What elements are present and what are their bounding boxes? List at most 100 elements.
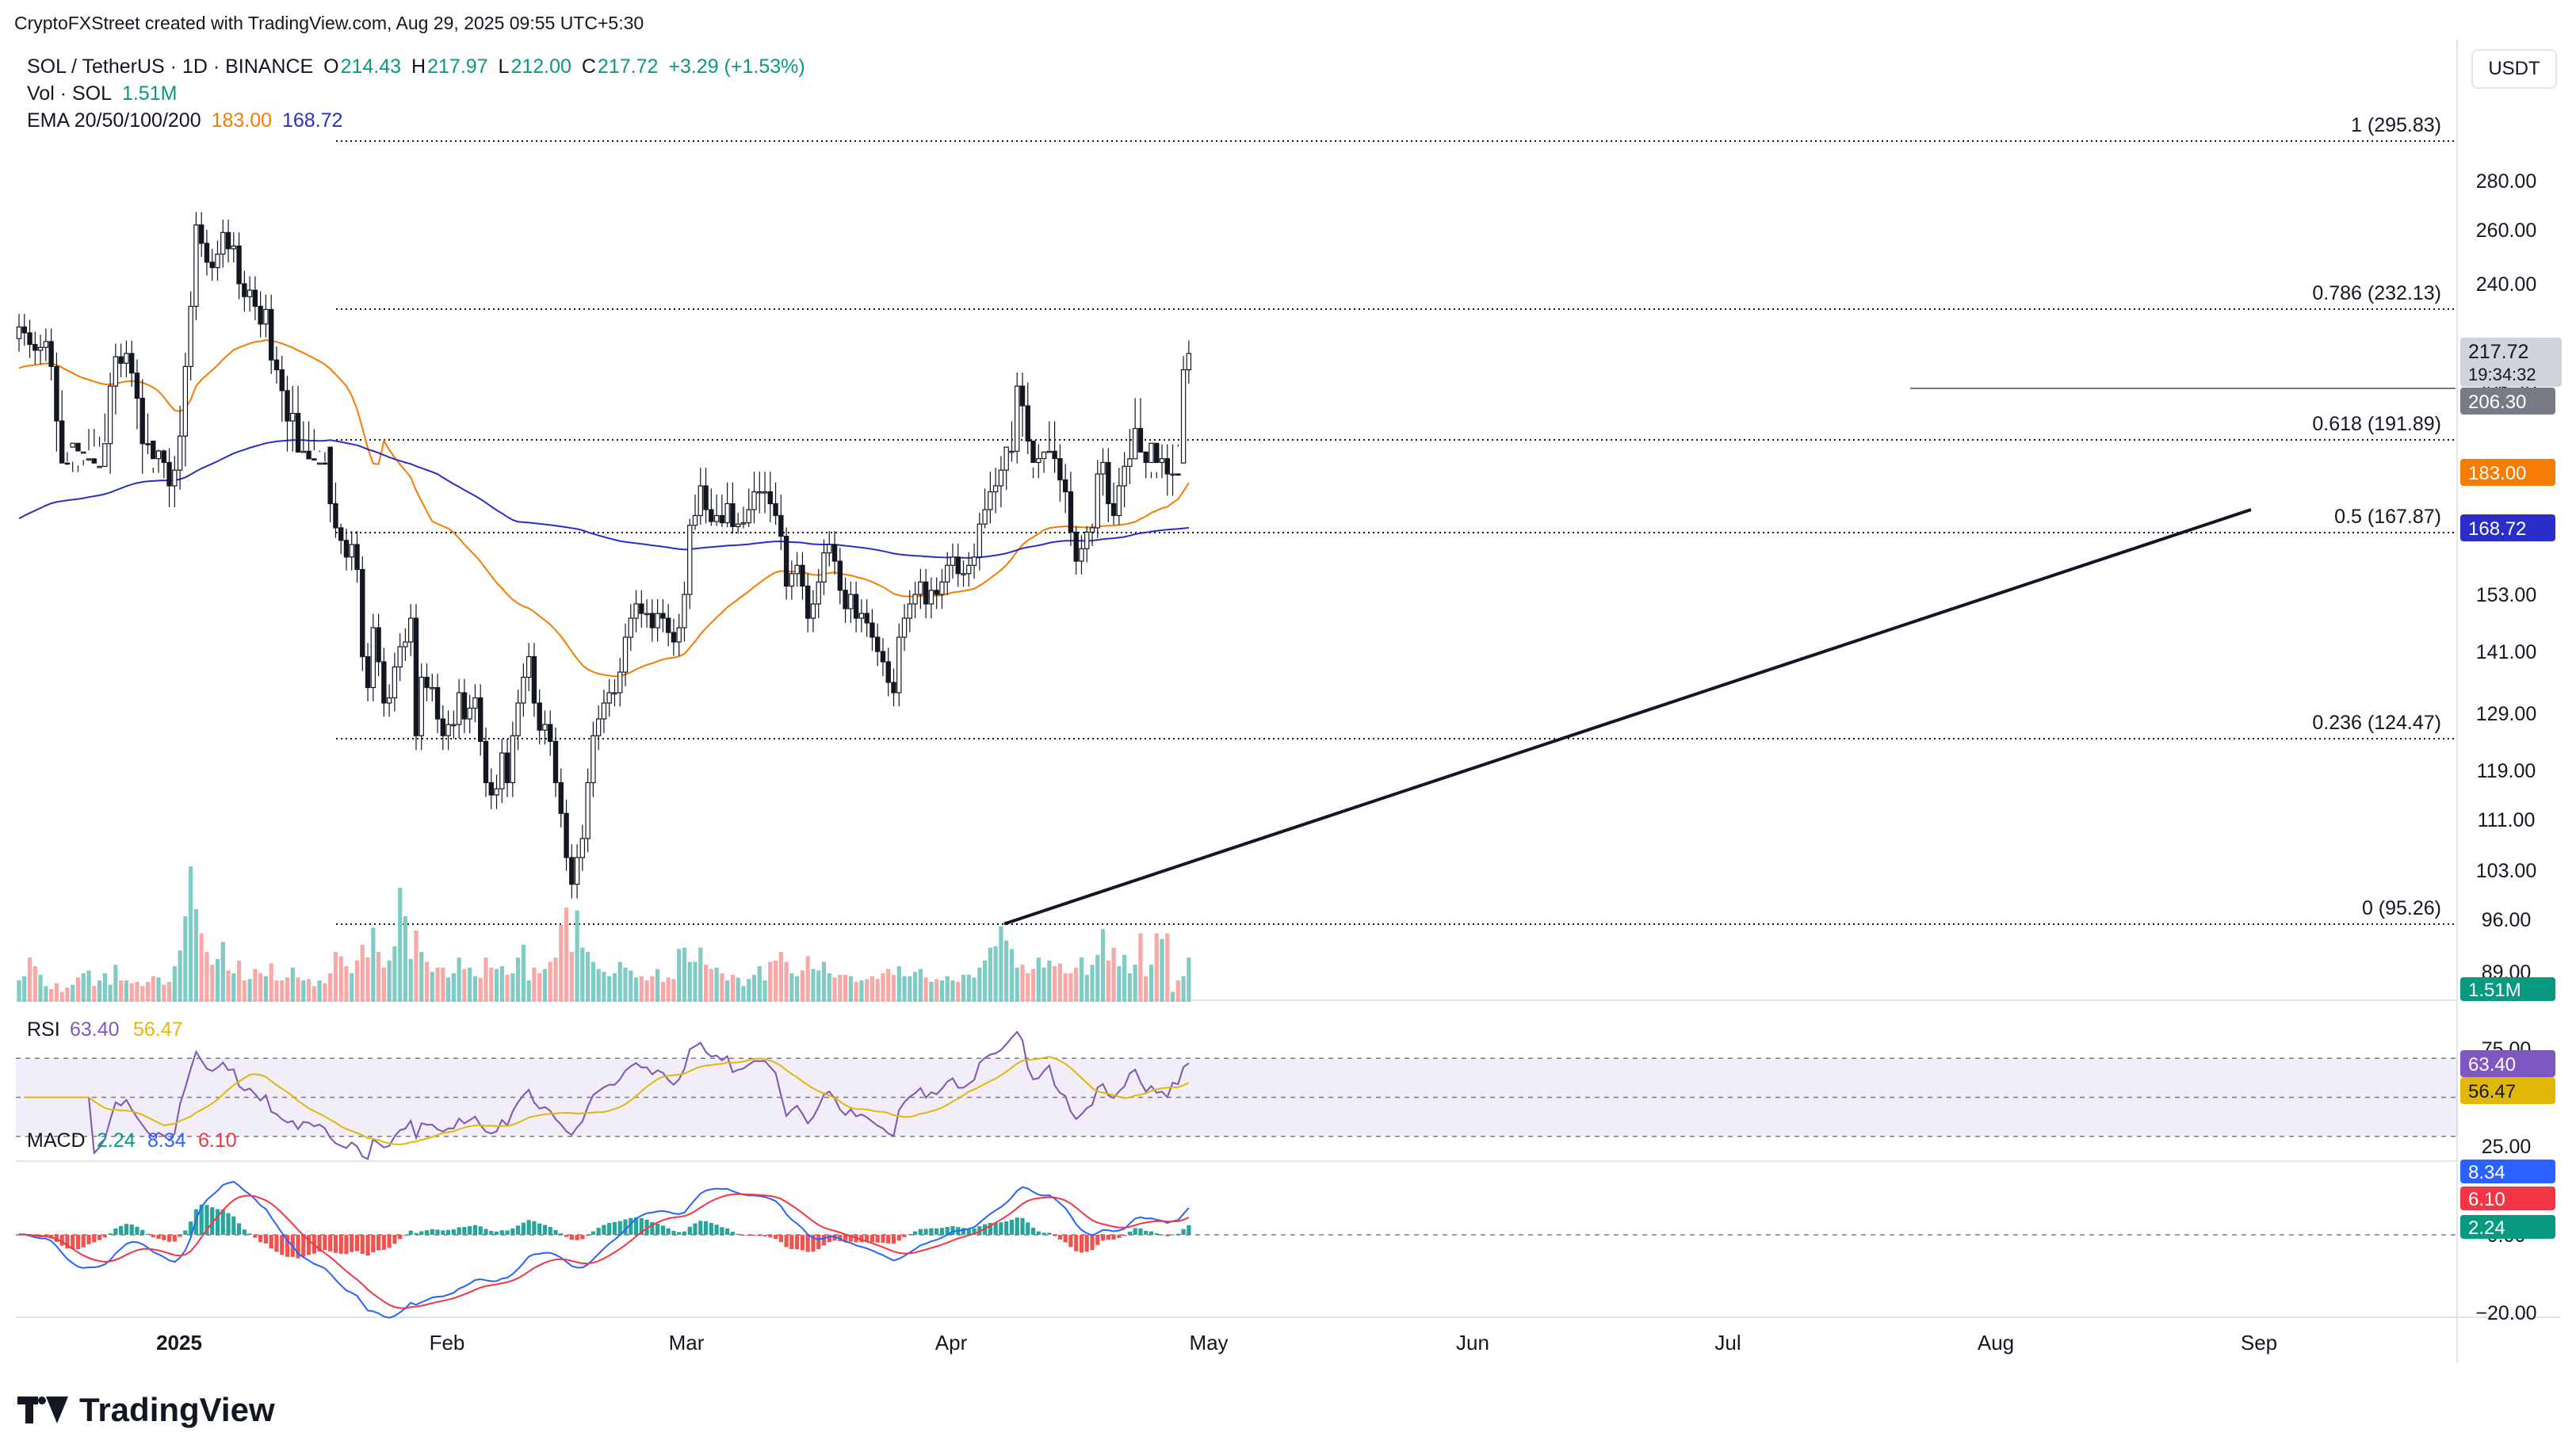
volume-bar — [1004, 940, 1009, 1002]
volume-bar — [135, 981, 140, 1002]
volume-bar — [193, 909, 199, 1002]
macd-histogram-bar — [1030, 1227, 1036, 1235]
volume-bar — [462, 969, 467, 1002]
candle-body — [419, 676, 424, 736]
candle-body — [531, 655, 537, 704]
volume-bar — [215, 959, 220, 1002]
candle-body — [864, 613, 869, 624]
macd-histogram-bar — [1036, 1231, 1041, 1235]
macd-histogram-bar — [596, 1228, 601, 1235]
volume-label[interactable]: Vol · SOL — [27, 82, 112, 105]
volume-bar — [693, 961, 698, 1002]
macd-histogram-bar — [1047, 1232, 1052, 1235]
macd-histogram-bar — [441, 1230, 445, 1235]
candle-body — [585, 781, 590, 839]
volume-bar — [848, 976, 853, 1002]
candle-body — [1009, 450, 1015, 453]
volume-bar — [301, 980, 306, 1002]
macd-histogram-bar — [961, 1228, 966, 1235]
volume-bar — [821, 961, 827, 1002]
volume-bar — [354, 960, 360, 1002]
macd-histogram-bar — [451, 1229, 456, 1235]
volume-bar — [140, 986, 145, 1002]
volume-bar — [1122, 954, 1127, 1002]
candle-body — [1003, 446, 1009, 471]
macd-histogram-bar — [183, 1230, 188, 1235]
volume-tag-bg — [2460, 977, 2555, 1001]
volume-bar — [285, 977, 290, 1002]
volume-bar — [869, 976, 875, 1002]
macd-histogram-bar — [725, 1228, 730, 1235]
rsi-tag-bg — [2460, 1050, 2555, 1077]
volume-bar — [333, 952, 338, 1002]
macd-histogram-bar — [1026, 1222, 1030, 1235]
macd-histogram-bar — [317, 1235, 322, 1252]
macd-histogram-bar — [848, 1235, 853, 1242]
tradingview-logo-icon — [17, 1397, 68, 1423]
volume-bar — [838, 974, 843, 1002]
macd-histogram-bar — [178, 1235, 182, 1237]
volume-bar — [709, 969, 713, 1002]
candle-body — [124, 353, 129, 364]
candle-body — [182, 365, 189, 437]
volume-bar — [896, 966, 901, 1002]
volume-bar — [54, 983, 59, 1002]
rsi-ma-tag: 56.47 — [2468, 1081, 2516, 1102]
candle-body — [698, 485, 703, 517]
macd-histogram-bar — [1079, 1235, 1084, 1253]
candle-body — [338, 527, 344, 541]
volume-legend: Vol · SOL 1.51M — [27, 82, 182, 105]
volume-bar — [736, 977, 740, 1002]
volume-tag: 1.51M — [2468, 980, 2521, 1001]
candle-body — [151, 440, 156, 460]
volume-bar — [1063, 973, 1068, 1002]
macd-histogram-bar — [553, 1230, 558, 1235]
macd-histogram-bar — [521, 1222, 526, 1235]
candle-body — [552, 740, 559, 784]
candle-body — [526, 655, 532, 678]
macd-histogram-bar — [387, 1235, 392, 1248]
currency-button[interactable]: USDT — [2471, 49, 2557, 89]
candle-body — [713, 514, 720, 522]
volume-bar — [999, 926, 1003, 1002]
macd-histogram-bar — [1138, 1228, 1143, 1235]
candle-body — [1095, 473, 1100, 529]
volume-bar — [1106, 960, 1110, 1002]
candle-body — [719, 514, 725, 524]
macd-histogram-bar — [639, 1217, 644, 1235]
candle-body — [193, 224, 199, 308]
candle-body — [258, 305, 263, 325]
time-axis-tick: Aug — [1978, 1331, 2014, 1355]
ema-label[interactable]: EMA 20/50/100/200 — [27, 109, 201, 132]
tradingview-logo[interactable]: TradingView — [17, 1391, 275, 1429]
macd-histogram-bar — [923, 1228, 928, 1235]
volume-bar — [795, 976, 800, 1002]
macd-histogram-bar — [789, 1235, 794, 1249]
macd-histogram-bar — [757, 1235, 762, 1236]
candle-body — [724, 502, 730, 524]
macd-histogram-bar — [682, 1231, 687, 1235]
volume-bar — [151, 976, 155, 1002]
price-axis-tick: 103.00 — [2476, 860, 2536, 882]
macd-histogram-bar — [220, 1209, 225, 1235]
macd-histogram-bar — [494, 1231, 499, 1235]
volume-bar — [468, 967, 472, 1002]
volume-bar — [1133, 965, 1137, 1002]
macd-tag: 8.34 — [2468, 1162, 2505, 1183]
candle-body — [91, 458, 97, 464]
macd-histogram-bar — [119, 1225, 124, 1235]
symbol-title[interactable]: SOL / TetherUS · 1D · BINANCE — [27, 55, 314, 78]
candle-body — [740, 522, 747, 525]
candle-body — [1148, 442, 1154, 464]
volume-bar — [108, 984, 113, 1002]
volume-bar — [1181, 976, 1186, 1002]
macd-histogram-bar — [666, 1228, 671, 1235]
candle-body — [279, 369, 285, 392]
macd-histogram-bar — [199, 1204, 204, 1235]
volume-bar — [751, 974, 757, 1002]
ema-legend: EMA 20/50/100/200 183.00 168.72 — [27, 109, 347, 132]
volume-bar — [392, 946, 397, 1002]
macd-histogram-bar — [537, 1223, 542, 1235]
candle-body — [1046, 450, 1053, 453]
